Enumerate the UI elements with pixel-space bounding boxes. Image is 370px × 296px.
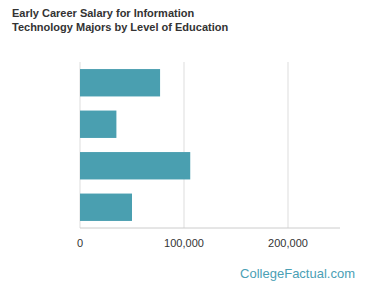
bar [80,152,190,179]
title: Early Career Salary for Information Techn… [12,7,228,33]
bar [80,69,160,96]
x-axis-line [80,228,340,229]
tick-label: 0 [77,237,83,249]
title-line: Early Career Salary for Information [12,7,194,19]
tick-label: 100,000 [164,237,204,249]
tick-label: 200,000 [268,237,308,249]
bar [80,111,116,138]
title-line: Technology Majors by Level of Education [12,21,228,33]
grid-line [184,62,185,228]
bars [80,69,190,221]
bar [80,194,132,221]
grid-line [288,62,289,228]
annotation: CollegeFactual.com [240,266,355,281]
chart: Early Career Salary for Information Techn… [0,0,370,296]
